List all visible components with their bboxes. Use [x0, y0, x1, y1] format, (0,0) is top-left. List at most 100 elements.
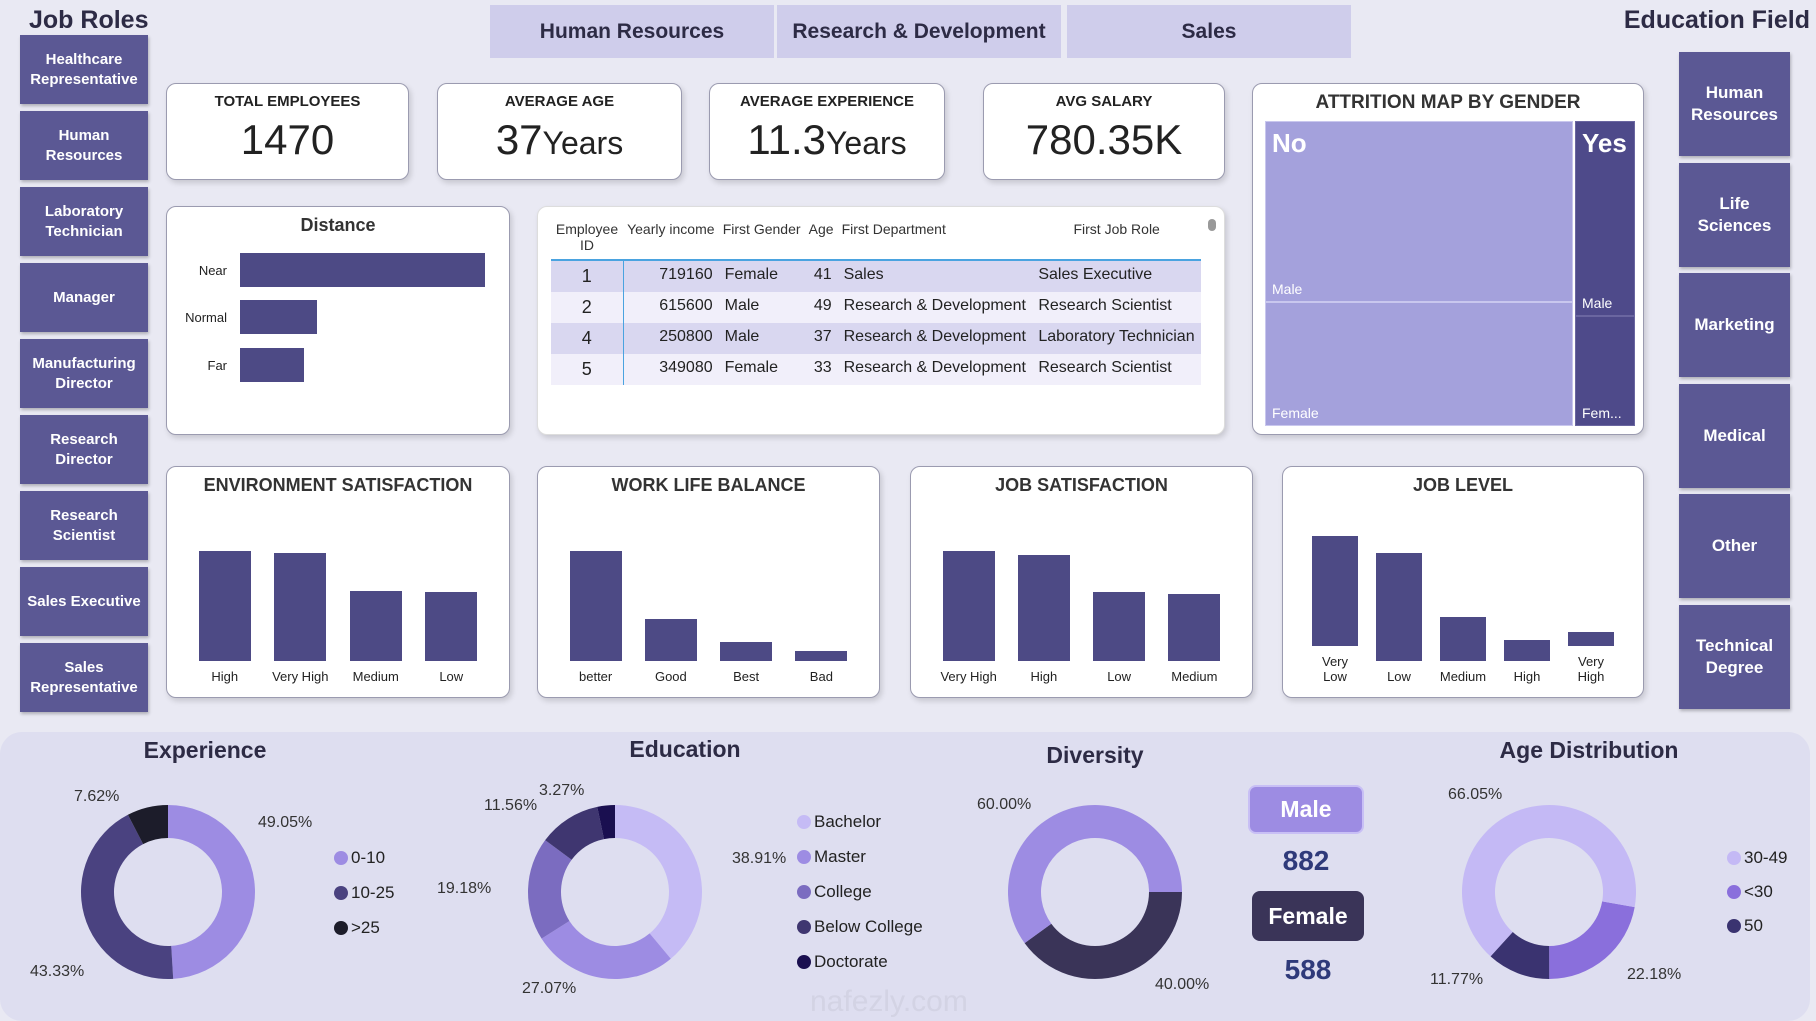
table-cell: Research Scientist [1038, 359, 1172, 376]
bar[interactable] [274, 552, 327, 661]
legend-item[interactable]: >25 [334, 918, 380, 938]
donut-slice[interactable] [1549, 901, 1635, 979]
treemap-yes-female[interactable]: Fem... [1575, 316, 1635, 426]
donut-slice[interactable] [1461, 804, 1636, 957]
male-button[interactable]: Male [1248, 785, 1364, 834]
bar[interactable] [1376, 552, 1422, 661]
legend-item[interactable]: 50 [1727, 916, 1763, 936]
bar[interactable] [1504, 639, 1550, 661]
bar-column: Good [639, 618, 703, 685]
bar-column: High [193, 551, 257, 685]
bar-chart-title: WORK LIFE BALANCE [611, 475, 806, 495]
legend-item[interactable]: 0-10 [334, 848, 385, 868]
table-row[interactable]: 1 719160 Female 41 Sales Sales Executive [551, 260, 1201, 292]
legend-item[interactable]: College [797, 882, 872, 902]
kpi-value: 11.3 [747, 116, 826, 163]
table-scrollbar[interactable] [1208, 219, 1216, 231]
legend-label: 10-25 [351, 883, 395, 902]
bar[interactable] [1568, 631, 1614, 646]
legend-item[interactable]: Bachelor [797, 812, 881, 832]
job-role-button[interactable]: Healthcare Representative [20, 35, 148, 104]
distance-bar[interactable] [240, 300, 318, 334]
bar[interactable] [198, 551, 251, 661]
education-field-button[interactable]: Medical [1679, 383, 1790, 488]
female-button[interactable]: Female [1252, 891, 1364, 941]
distance-bar[interactable] [240, 348, 305, 382]
table-cell: Research & Development [843, 328, 1026, 345]
education-field-button[interactable]: Technical Degree [1679, 605, 1790, 709]
table-row[interactable]: 2 615600 Male 49 Research & Development Resea… [551, 292, 1201, 323]
bar[interactable] [349, 591, 402, 661]
donut-slice[interactable] [1024, 892, 1182, 980]
distance-bar[interactable] [240, 253, 485, 287]
legend-item[interactable]: <30 [1727, 882, 1773, 902]
treemap-no-male[interactable]: No Male [1265, 121, 1573, 302]
bar[interactable] [1312, 535, 1358, 646]
bar-chart-card: JOB LEVEL Very Low Low Medium High Very High [1282, 466, 1644, 698]
kpi-label: AVERAGE AGE [504, 93, 615, 110]
donut-slice[interactable] [545, 806, 604, 860]
bar[interactable] [1017, 555, 1070, 661]
bar-category-label: better [579, 669, 613, 684]
legend-item[interactable]: 30-49 [1727, 848, 1787, 868]
donut-slice[interactable] [527, 840, 572, 939]
bar-category-label: Good [654, 669, 687, 684]
donut-slice[interactable] [1008, 805, 1182, 944]
donut-slice[interactable] [597, 805, 615, 840]
bar[interactable] [1440, 616, 1486, 661]
legend-item[interactable]: 10-25 [334, 883, 394, 903]
kpi-unit: Years [825, 125, 907, 161]
table-row[interactable]: 5 349080 Female 33 Research & Development Res… [551, 354, 1201, 385]
bar[interactable] [569, 551, 622, 661]
job-role-button[interactable]: Sales Representative [20, 643, 148, 712]
bar-chart-title: ENVIRONMENT SATISFACTION [203, 475, 473, 495]
job-role-button[interactable]: Human Resources [20, 111, 148, 180]
donut-slice[interactable] [81, 814, 174, 979]
legend-item[interactable]: Doctorate [797, 952, 888, 972]
bar[interactable] [795, 651, 848, 661]
job-role-button[interactable]: Research Director [20, 415, 148, 484]
bar-chart-card: ENVIRONMENT SATISFACTION High Very High Med… [166, 466, 510, 698]
bar[interactable] [425, 592, 478, 661]
education-field-button[interactable]: Other [1679, 494, 1790, 599]
table-cell: Sales Executive [1038, 266, 1153, 283]
bar[interactable] [942, 551, 995, 661]
table-cell: 49 [813, 297, 832, 314]
slice-percent-label: 22.18% [1627, 966, 1682, 983]
job-role-button[interactable]: Laboratory Technician [20, 187, 148, 256]
donut-slice[interactable] [127, 805, 168, 845]
column-header[interactable]: Employee ID [555, 221, 619, 253]
bar-category-label: High [211, 669, 239, 684]
donut-slice[interactable] [168, 805, 255, 979]
education-field-button[interactable]: Human Resources [1679, 52, 1790, 156]
education-field-button[interactable]: Life Sciences [1679, 162, 1790, 267]
job-role-button[interactable]: Sales Executive [20, 567, 148, 636]
column-header[interactable]: Age [808, 221, 834, 237]
job-role-button[interactable]: Manufacturing Director [20, 339, 148, 408]
donut-slice[interactable] [541, 920, 671, 979]
bar[interactable] [720, 642, 773, 661]
donut-slice[interactable] [1490, 931, 1550, 979]
table-row[interactable]: 4 250800 Male 37 Research & Development Labor… [551, 323, 1201, 354]
treemap-no-female[interactable]: Female [1265, 302, 1573, 426]
education-field-button[interactable]: Marketing [1679, 273, 1790, 378]
treemap-label: Male [1582, 295, 1613, 311]
tab-research-development[interactable]: Research & Development [777, 5, 1061, 58]
job-role-button[interactable]: Manager [20, 263, 148, 332]
legend-item[interactable]: Master [797, 847, 866, 867]
legend-item[interactable]: Below College [797, 917, 923, 937]
column-header[interactable]: Yearly income [627, 221, 715, 237]
bar-category-label: Medium [1171, 669, 1218, 684]
donut-slice[interactable] [615, 805, 703, 959]
tab-human-resources[interactable]: Human Resources [490, 5, 774, 58]
column-header[interactable]: First Gender [722, 221, 801, 237]
job-role-button[interactable]: Research Scientist [20, 491, 148, 560]
tab-sales[interactable]: Sales [1067, 5, 1351, 58]
treemap-yes-male[interactable]: Yes Male [1575, 121, 1635, 316]
bar[interactable] [1168, 593, 1221, 661]
bar-column: Very Low [1306, 535, 1364, 685]
bar[interactable] [1093, 591, 1146, 661]
column-header[interactable]: First Job Role [1073, 221, 1160, 237]
column-header[interactable]: First Department [841, 221, 946, 237]
bar[interactable] [644, 618, 697, 661]
